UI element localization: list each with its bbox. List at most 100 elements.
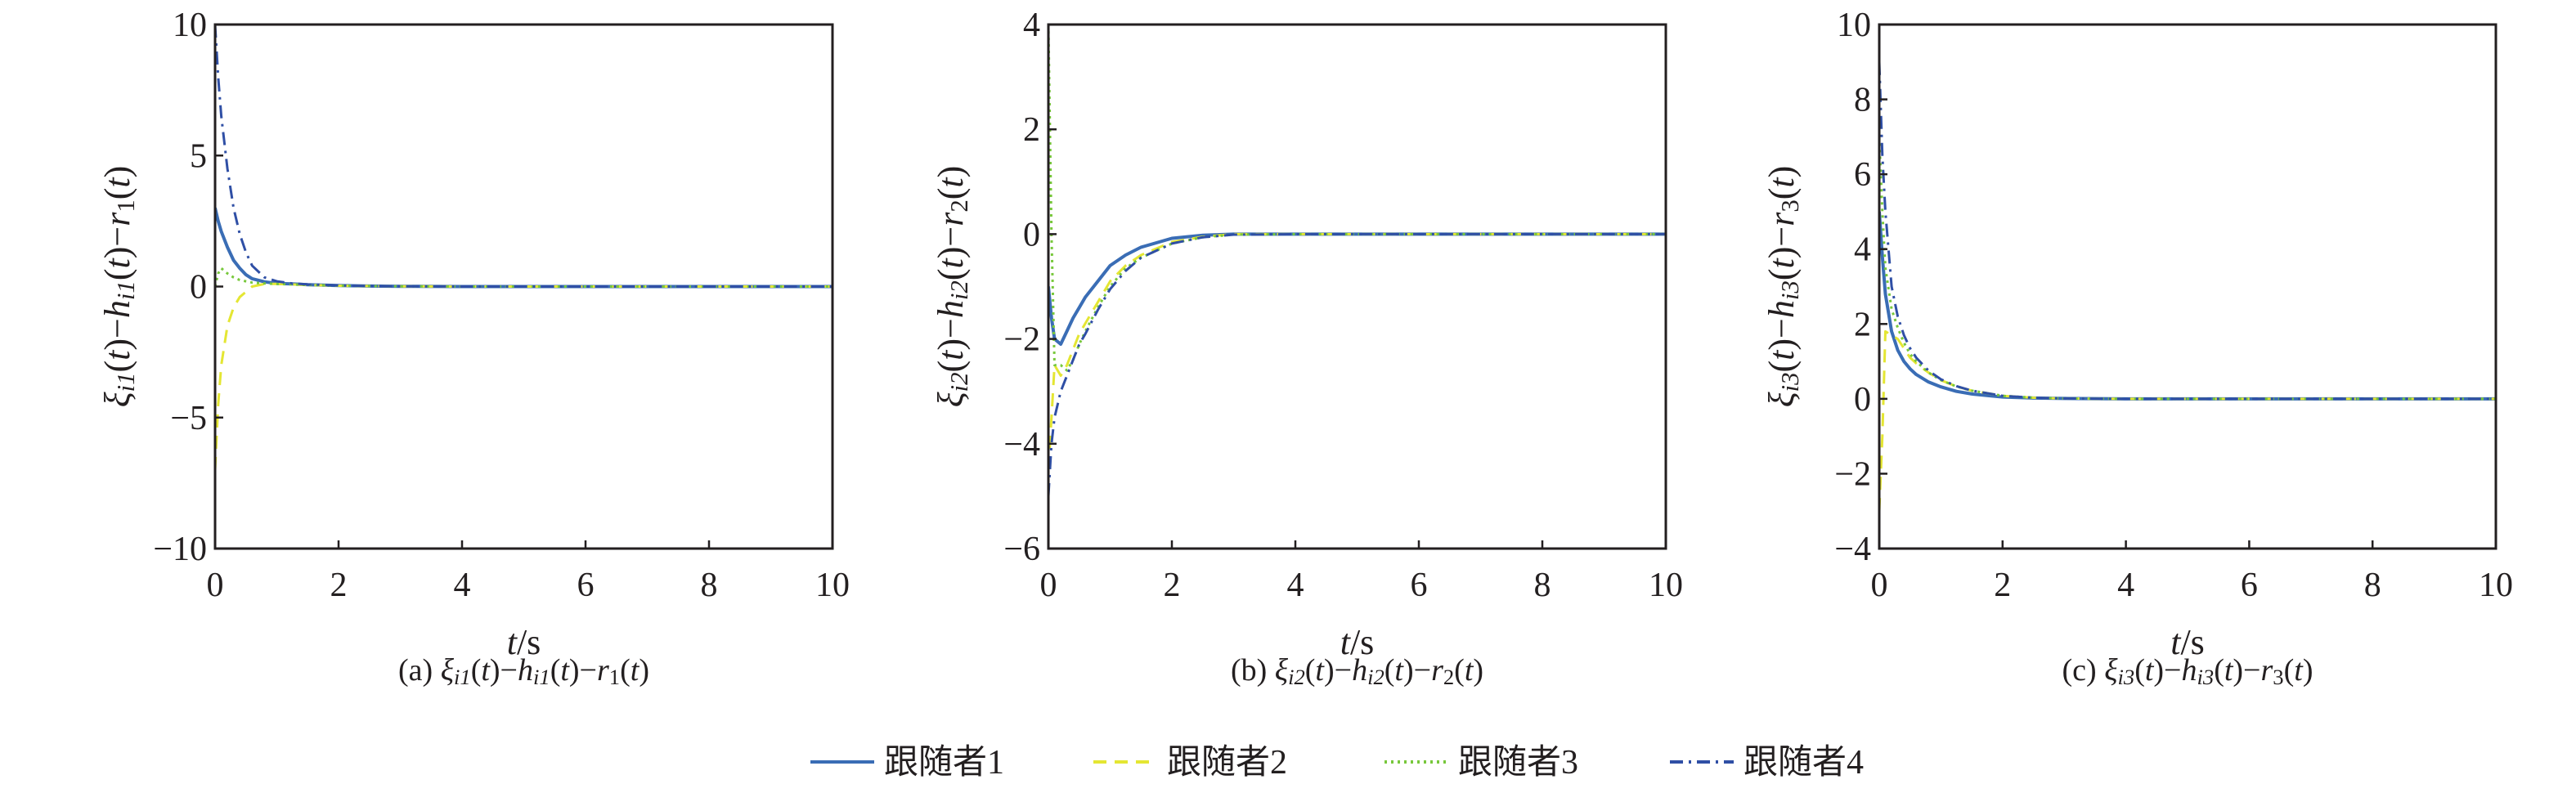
y-tick-label: −2 [1003, 321, 1040, 359]
legend-item-follower-3: 跟随者3 [1384, 744, 1578, 782]
chart-panel-a: 0 2 4 6 8 10−10−50510t/sξi1(t)−hi1(t)−r1(t)(a… [97, 7, 850, 689]
legend-item-follower-1: 跟随者1 [810, 744, 1004, 782]
subscript: i1 [112, 280, 140, 300]
label-part: r [1431, 653, 1443, 688]
label-part: h [931, 300, 971, 318]
label-part: h [1352, 653, 1367, 688]
subscript: 3 [1776, 199, 1804, 212]
x-tick-label: 0 [1871, 567, 1888, 604]
subscript: 2 [945, 199, 973, 212]
label-part: ( [2284, 653, 2295, 688]
label-part: t [1465, 653, 1474, 688]
label-part: ) [2303, 653, 2313, 688]
y-tick-label: −10 [153, 531, 207, 568]
label-part: ( [2134, 653, 2145, 688]
subscript: i2 [1367, 665, 1384, 689]
subscript: i2 [945, 372, 973, 392]
subscript: 2 [1443, 665, 1454, 689]
legend-label: 跟随者4 [1744, 744, 1864, 782]
label-part: )− [1324, 653, 1352, 688]
chart-panel-b: 0 2 4 6 8 10−6−4−2024t/sξi2(t)−hi2(t)−r2(t)(b… [931, 7, 1683, 689]
legend-label: 跟随者3 [1458, 744, 1578, 782]
legend-item-follower-4: 跟随者4 [1670, 744, 1864, 782]
label-part: )− [2233, 653, 2260, 688]
x-tick-label: 4 [1287, 567, 1304, 604]
series-line-follower-2 [1048, 232, 1666, 470]
series-line-follower-2 [215, 282, 832, 470]
x-tick-label: 10 [815, 567, 850, 604]
label-part: )− [1403, 653, 1431, 688]
y-tick-label: −4 [1003, 426, 1040, 464]
label-part: t [560, 653, 570, 688]
label-part: /s [2180, 622, 2204, 662]
label-part: ( [1384, 653, 1395, 688]
label-part: t [2145, 653, 2155, 688]
label-part: t [1761, 177, 1802, 188]
y-axis-label: ξi3(t)−hi3(t)−r3(t) [1761, 166, 1804, 408]
chart-panel-c: 0 2 4 6 8 10−4−20246810t/sξi3(t)−hi3(t)−r3(t)… [1761, 7, 2513, 689]
series-line-follower-3 [1048, 24, 1666, 372]
label-part: ξ [1761, 392, 1802, 407]
legend-item-follower-2: 跟随者2 [1093, 744, 1287, 782]
legend-label: 跟随者1 [884, 744, 1004, 782]
label-part: )− [2153, 653, 2181, 688]
label-part: ( [931, 268, 971, 280]
label-part: r [931, 212, 971, 226]
y-tick-label: −2 [1834, 455, 1871, 493]
y-tick-label: −4 [1834, 531, 1871, 568]
label-part: )− [569, 653, 597, 688]
label-part: t [507, 622, 518, 662]
label-part: t [1761, 349, 1802, 361]
series-line-follower-4 [215, 24, 832, 288]
y-axis-label: ξi1(t)−hi1(t)−r1(t) [97, 166, 140, 408]
y-tick-label: −5 [170, 400, 207, 437]
label-part: ) [1473, 653, 1483, 688]
label-part: h [2182, 653, 2197, 688]
label-part: t [1315, 653, 1325, 688]
label-part: )− [97, 318, 137, 350]
label-part: ξ [97, 392, 137, 407]
label-part: /s [517, 622, 541, 662]
series-line-follower-2 [1879, 329, 2496, 512]
label-part: ) [97, 166, 137, 178]
label-part: r [597, 653, 609, 688]
y-axis-label: ξi2(t)−hi2(t)−r2(t) [931, 166, 973, 408]
label-part: t [97, 257, 137, 268]
label-part: )− [931, 226, 971, 258]
y-tick-label: 0 [1854, 381, 1871, 419]
label-part: (a) [398, 653, 441, 688]
label-part: t [1340, 622, 1352, 662]
y-tick-label: 10 [173, 7, 207, 44]
label-part: t [931, 177, 971, 188]
series-line-follower-1 [1048, 232, 1666, 346]
label-part: ( [620, 653, 631, 688]
x-axis-label: t/s [2170, 622, 2205, 662]
label-part: ( [1305, 653, 1316, 688]
label-part: ) [1761, 166, 1802, 178]
label-part: h [1761, 300, 1802, 318]
label-part: t [97, 177, 137, 188]
x-tick-label: 2 [1994, 567, 2011, 604]
legend-label: 跟随者2 [1167, 744, 1287, 782]
x-axis-label: t/s [1340, 622, 1375, 662]
label-part: ( [97, 188, 137, 200]
x-tick-label: 8 [2364, 567, 2381, 604]
label-part: ) [639, 653, 649, 688]
y-tick-label: 4 [1023, 7, 1040, 44]
axes-frame [1878, 23, 2497, 550]
subscript: i3 [1776, 372, 1804, 392]
y-tick-label: 0 [190, 269, 207, 307]
series-line-follower-1 [215, 207, 832, 289]
label-part: (c) [2062, 653, 2105, 688]
subscript: 1 [609, 665, 620, 689]
subfigure-caption: (c) ξi3(t)−hi3(t)−r3(t) [2062, 653, 2313, 689]
x-tick-label: 10 [1649, 567, 1683, 604]
label-part: ( [2214, 653, 2224, 688]
label-part: )− [97, 226, 137, 258]
subscript: i2 [945, 280, 973, 300]
label-part: ξ [441, 653, 455, 688]
y-tick-label: 0 [1023, 216, 1040, 253]
label-part: ( [471, 653, 482, 688]
series-group [1048, 24, 1666, 496]
